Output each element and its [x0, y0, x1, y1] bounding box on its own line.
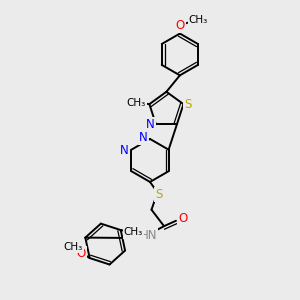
Text: O: O	[77, 247, 86, 260]
Text: N: N	[119, 144, 128, 158]
Text: O: O	[175, 19, 184, 32]
Text: O: O	[178, 212, 187, 226]
Text: CH₃: CH₃	[189, 15, 208, 25]
Text: CH₃: CH₃	[64, 242, 83, 252]
Text: N: N	[139, 131, 148, 144]
Text: S: S	[155, 188, 162, 201]
Text: N: N	[146, 118, 155, 131]
Text: CH₃: CH₃	[126, 98, 146, 108]
Text: S: S	[184, 98, 192, 111]
Text: HN: HN	[140, 229, 157, 242]
Text: CH₃: CH₃	[124, 227, 143, 238]
